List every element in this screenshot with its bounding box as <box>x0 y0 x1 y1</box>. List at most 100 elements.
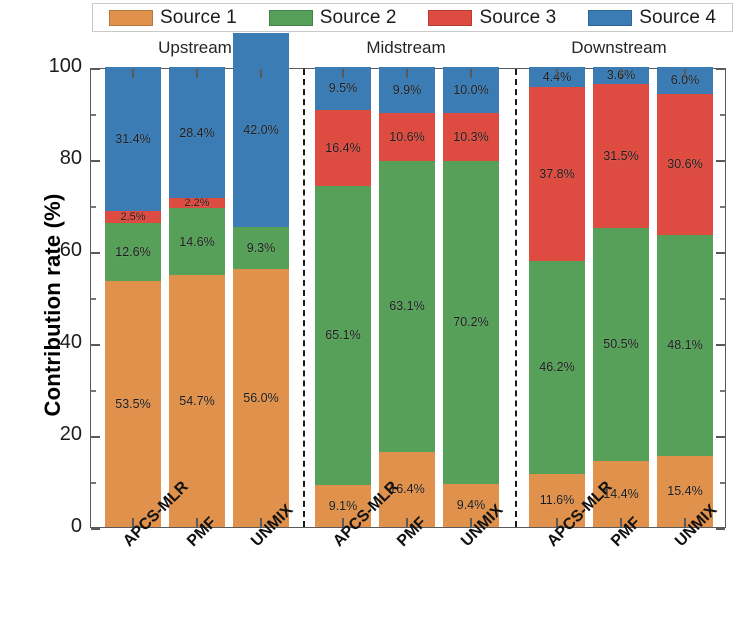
bar-segment-label: 46.2% <box>539 360 575 375</box>
bar-segment-source-1[interactable]: 54.7% <box>169 275 225 527</box>
bar-segment-source-2[interactable]: 50.5% <box>593 228 649 461</box>
y-tick-minor <box>91 390 96 392</box>
x-tick <box>342 518 344 527</box>
bar-segment-source-3[interactable]: 2.5% <box>105 211 161 223</box>
y-tick-major <box>91 528 100 530</box>
bar-segment-source-1[interactable]: 56.0% <box>233 269 289 527</box>
y-tick-major <box>91 252 100 254</box>
bar-segment-source-1[interactable]: 14.4% <box>593 460 649 527</box>
legend-label-source-4: Source 4 <box>639 6 717 28</box>
bar-segment-source-2[interactable]: 14.6% <box>169 208 225 276</box>
x-tick <box>196 518 198 527</box>
bar-segment-label: 10.6% <box>389 129 425 144</box>
legend-swatch-source-3 <box>428 9 473 26</box>
y-tick-minor <box>91 114 96 116</box>
bar-segment-source-2[interactable]: 12.6% <box>105 222 161 281</box>
bar-segment-source-1[interactable]: 53.5% <box>105 280 161 527</box>
bar-segment-source-3[interactable]: 30.6% <box>657 94 713 235</box>
bar-segment-label: 16.4% <box>325 140 361 155</box>
group-header-upstream: Upstream <box>158 38 232 57</box>
y-tick-label: 20 <box>59 423 82 445</box>
bar-segment-label: 12.6% <box>115 244 151 259</box>
y-tick-major <box>91 344 100 346</box>
bar-segment-source-3[interactable]: 16.4% <box>315 110 371 186</box>
bar-segment-source-2[interactable]: 65.1% <box>315 185 371 486</box>
legend-item-source-1[interactable]: Source 1 <box>108 6 237 29</box>
bar-segment-label: 9.1% <box>328 498 358 513</box>
bar-segment-source-2[interactable]: 9.3% <box>233 226 289 270</box>
plot-area: 53.5% 12.6% 2.5% 31.4% 54.7% 14.6% 2.2% 28.4% 56… <box>90 33 726 530</box>
y-tick-major <box>91 436 100 438</box>
y-tick-major-right <box>716 528 725 530</box>
stacked-bar[interactable]: 9.1% 65.1% 16.4% 9.5% <box>315 66 371 527</box>
bar-segment-label: 9.9% <box>392 82 422 97</box>
plot-inner: 53.5% 12.6% 2.5% 31.4% 54.7% 14.6% 2.2% 28.4% 56… <box>91 33 725 530</box>
x-tick <box>556 518 558 527</box>
y-tick-major-right <box>716 252 725 254</box>
bar-segment-source-4[interactable]: 42.0% <box>233 33 289 227</box>
stacked-bar[interactable]: 16.4% 63.1% 10.6% 9.9% <box>379 67 435 527</box>
x-tick-top <box>196 69 198 78</box>
y-tick-major-right <box>716 160 725 162</box>
y-tick-label: 40 <box>59 331 82 353</box>
y-tick-label: 100 <box>48 55 82 77</box>
x-tick-top <box>406 69 408 78</box>
y-tick-minor-right <box>720 114 725 116</box>
x-tick <box>406 518 408 527</box>
bar-segment-label: 42.0% <box>243 122 279 137</box>
bar-segment-label: 37.8% <box>539 166 575 181</box>
legend-swatch-source-4 <box>588 9 633 26</box>
stacked-bar[interactable]: 15.4% 48.1% 30.6% 6.0% <box>657 66 713 527</box>
bar-segment-label: 31.5% <box>603 148 639 163</box>
bar-segment-source-1[interactable]: 15.4% <box>657 456 713 527</box>
stacked-bar[interactable]: 9.4% 70.2% 10.3% 10.0% <box>443 67 499 527</box>
legend-label-source-1: Source 1 <box>159 6 237 28</box>
y-tick-major <box>91 68 100 70</box>
stacked-bar[interactable]: 56.0% 9.3% 42.0% <box>233 33 289 527</box>
y-axis-title: Contribution rate (%) <box>40 193 65 417</box>
bar-segment-source-2[interactable]: 70.2% <box>443 160 499 484</box>
group-separator <box>303 69 305 527</box>
y-tick-minor-right <box>720 482 725 484</box>
y-tick-major-right <box>716 68 725 70</box>
bar-segment-source-3[interactable]: 37.8% <box>529 87 585 262</box>
bar-segment-source-2[interactable]: 48.1% <box>657 234 713 457</box>
y-tick-minor <box>91 298 96 300</box>
bar-segment-label: 15.4% <box>667 484 703 499</box>
bar-segment-label: 70.2% <box>453 315 489 330</box>
x-tick <box>470 518 472 527</box>
bar-segment-label: 53.5% <box>115 396 151 411</box>
bar-segment-label: 10.3% <box>453 129 489 144</box>
legend-item-source-4[interactable]: Source 4 <box>588 7 716 29</box>
bar-segment-label: 65.1% <box>325 328 361 343</box>
bar-segment-source-1[interactable]: 16.4% <box>379 451 435 527</box>
bar-segment-source-4[interactable]: 31.4% <box>105 67 161 212</box>
x-tick-top <box>260 69 262 78</box>
bar-segment-label: 9.4% <box>456 498 486 513</box>
y-tick-major <box>91 160 100 162</box>
bar-segment-source-3[interactable]: 10.6% <box>379 112 435 162</box>
legend-label-source-2: Source 2 <box>319 6 397 28</box>
y-tick-label: 0 <box>70 515 82 537</box>
legend-item-source-2[interactable]: Source 2 <box>268 6 397 29</box>
y-tick-minor <box>91 482 96 484</box>
x-tick <box>132 518 134 527</box>
bar-segment-source-3[interactable]: 31.5% <box>593 83 649 229</box>
stacked-bar[interactable]: 53.5% 12.6% 2.5% 31.4% <box>105 67 161 527</box>
bar-segment-label: 56.0% <box>243 390 279 405</box>
chart-legend: Source 1 Source 2 Source 3 Source 4 <box>92 3 733 32</box>
bar-segment-source-4[interactable]: 28.4% <box>169 67 225 199</box>
bar-segment-label: 31.4% <box>115 131 151 146</box>
y-tick-label: 60 <box>59 239 82 261</box>
stacked-bar[interactable]: 54.7% 14.6% 2.2% 28.4% <box>169 67 225 527</box>
bar-segment-source-2[interactable]: 46.2% <box>529 261 585 474</box>
bar-segment-source-3[interactable]: 10.3% <box>443 113 499 161</box>
bar-segment-source-2[interactable]: 63.1% <box>379 161 435 452</box>
bar-segment-label: 14.6% <box>179 234 215 249</box>
stacked-bar[interactable]: 11.6%46.2%37.8%4.4% <box>529 67 585 527</box>
stacked-bar[interactable]: 14.4%50.5%31.5%3.6% <box>593 67 649 527</box>
y-tick-minor <box>91 206 96 208</box>
legend-item-source-3[interactable]: Source 3 <box>428 7 556 29</box>
bar-segment-source-3[interactable]: 2.2% <box>169 197 225 209</box>
